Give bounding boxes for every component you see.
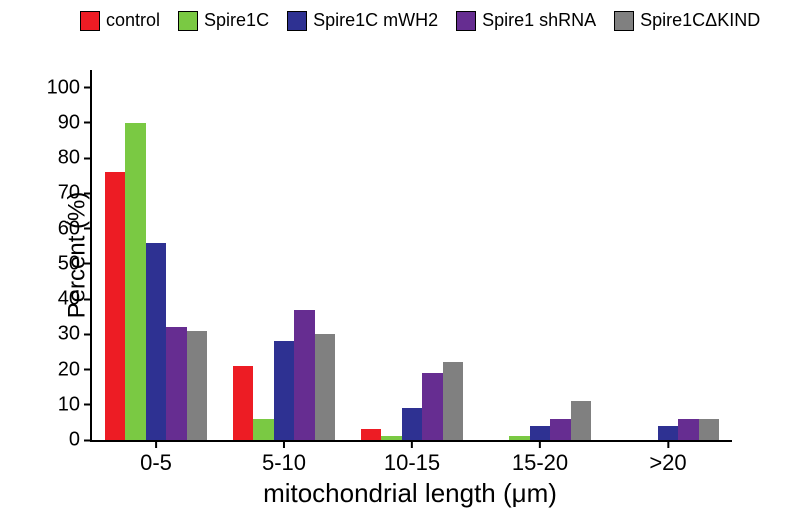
- x-tick: 15-20: [512, 440, 568, 476]
- bar: [699, 419, 719, 440]
- y-tick-mark: [84, 404, 92, 406]
- bar: [658, 426, 678, 440]
- x-tick: >20: [649, 440, 686, 476]
- legend-label: Spire1C mWH2: [313, 10, 438, 31]
- x-tick-label: 5-10: [262, 450, 306, 476]
- bar: [402, 408, 422, 440]
- y-tick-label: 20: [46, 358, 80, 381]
- bar: [294, 310, 314, 440]
- x-tick-mark: [539, 440, 541, 448]
- y-tick-label: 0: [46, 429, 80, 452]
- y-tick-mark: [84, 192, 92, 194]
- legend-swatch: [178, 11, 198, 31]
- x-tick: 10-15: [384, 440, 440, 476]
- y-tick-mark: [84, 439, 92, 441]
- y-tick-label: 50: [46, 252, 80, 275]
- legend-swatch: [614, 11, 634, 31]
- bar: [571, 401, 591, 440]
- legend-item: Spire1C: [178, 10, 269, 31]
- bar: [315, 334, 335, 440]
- y-tick-label: 30: [46, 323, 80, 346]
- y-tick-mark: [84, 87, 92, 89]
- y-tick-label: 90: [46, 111, 80, 134]
- y-tick-mark: [84, 298, 92, 300]
- y-tick: 50: [46, 252, 92, 275]
- bar: [125, 123, 145, 440]
- legend: control Spire1C Spire1C mWH2 Spire1 shRNA Sp…: [80, 10, 765, 31]
- x-tick-label: >20: [649, 450, 686, 476]
- legend-label: Spire1CΔKIND: [640, 10, 760, 31]
- bar: [530, 426, 550, 440]
- y-tick-mark: [84, 333, 92, 335]
- y-tick-label: 40: [46, 288, 80, 311]
- bar: [443, 362, 463, 440]
- x-tick-mark: [283, 440, 285, 448]
- y-tick: 70: [46, 182, 92, 205]
- x-tick-mark: [155, 440, 157, 448]
- y-tick-label: 70: [46, 182, 80, 205]
- bar: [105, 172, 125, 440]
- plot-area: 01020304050607080901000-55-1010-1515-20>…: [90, 70, 732, 442]
- bar: [187, 331, 207, 440]
- legend-item: Spire1CΔKIND: [614, 10, 760, 31]
- y-tick-mark: [84, 228, 92, 230]
- y-tick: 20: [46, 358, 92, 381]
- y-tick: 90: [46, 111, 92, 134]
- legend-item: control: [80, 10, 160, 31]
- bar: [233, 366, 253, 440]
- bar: [678, 419, 698, 440]
- y-tick-label: 100: [46, 76, 80, 99]
- x-tick-label: 0-5: [140, 450, 172, 476]
- y-tick: 0: [46, 429, 92, 452]
- legend-swatch: [456, 11, 476, 31]
- bar: [361, 429, 381, 440]
- legend-swatch: [80, 11, 100, 31]
- x-tick-label: 15-20: [512, 450, 568, 476]
- bars-layer: [92, 70, 732, 440]
- y-tick-label: 80: [46, 147, 80, 170]
- bar: [146, 243, 166, 440]
- legend-swatch: [287, 11, 307, 31]
- x-axis-label: mitochondrial length (μm): [90, 478, 730, 509]
- y-tick: 40: [46, 288, 92, 311]
- y-tick: 60: [46, 217, 92, 240]
- legend-item: Spire1 shRNA: [456, 10, 596, 31]
- x-tick-mark: [667, 440, 669, 448]
- bar: [274, 341, 294, 440]
- bar: [166, 327, 186, 440]
- y-tick-mark: [84, 122, 92, 124]
- y-tick-mark: [84, 263, 92, 265]
- legend-label: Spire1C: [204, 10, 269, 31]
- bar: [422, 373, 442, 440]
- bar: [253, 419, 273, 440]
- legend-item: Spire1C mWH2: [287, 10, 438, 31]
- bar: [550, 419, 570, 440]
- y-tick: 30: [46, 323, 92, 346]
- y-tick: 100: [46, 76, 92, 99]
- y-tick-label: 10: [46, 393, 80, 416]
- y-tick-label: 60: [46, 217, 80, 240]
- y-tick: 10: [46, 393, 92, 416]
- x-tick-mark: [411, 440, 413, 448]
- legend-label: Spire1 shRNA: [482, 10, 596, 31]
- y-tick: 80: [46, 147, 92, 170]
- y-tick-mark: [84, 369, 92, 371]
- x-tick: 5-10: [262, 440, 306, 476]
- chart-container: control Spire1C Spire1C mWH2 Spire1 shRNA Sp…: [0, 0, 785, 526]
- legend-label: control: [106, 10, 160, 31]
- x-tick-label: 10-15: [384, 450, 440, 476]
- y-tick-mark: [84, 157, 92, 159]
- x-tick: 0-5: [140, 440, 172, 476]
